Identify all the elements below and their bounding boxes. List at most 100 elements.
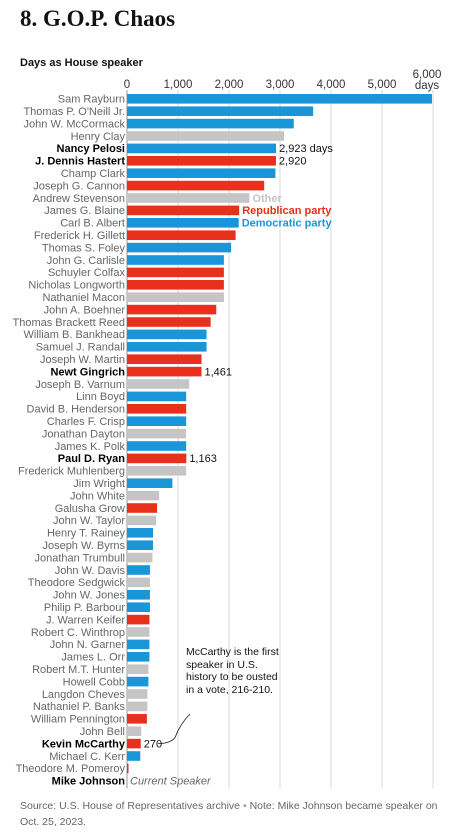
bar bbox=[127, 131, 285, 141]
speaker-label: Michael C. Kerr bbox=[49, 751, 125, 763]
speaker-label: Thomas P. O'Neill Jr. bbox=[23, 106, 125, 118]
bar bbox=[127, 763, 129, 774]
x-tick-label: 5,000 bbox=[368, 79, 397, 91]
speaker-label: Frederick H. Gillett bbox=[34, 230, 125, 242]
speaker-label: Philip P. Barbour bbox=[44, 602, 125, 614]
speaker-label: Thomas S. Foley bbox=[42, 242, 126, 254]
speaker-label: James K. Polk bbox=[55, 441, 126, 453]
bar bbox=[127, 143, 277, 154]
bar bbox=[127, 354, 202, 364]
value-label: Current Speaker bbox=[130, 776, 212, 788]
speaker-label: Mike Johnson bbox=[52, 776, 126, 788]
speaker-label: James L. Orr bbox=[61, 652, 125, 664]
x-unit-label: days bbox=[415, 80, 440, 92]
bar bbox=[127, 317, 211, 327]
bar bbox=[127, 466, 187, 476]
source-note: Source: U.S. House of Representatives ar… bbox=[20, 798, 450, 830]
bar bbox=[127, 528, 154, 538]
bar bbox=[127, 379, 190, 389]
bar bbox=[127, 428, 187, 439]
bar bbox=[127, 304, 217, 315]
speaker-label: Frederick Muhlenberg bbox=[18, 466, 125, 478]
bar bbox=[127, 292, 224, 302]
speaker-label: Nancy Pelosi bbox=[57, 143, 125, 155]
bar bbox=[127, 366, 202, 377]
speaker-label: Jonathan Trumbull bbox=[35, 552, 126, 564]
speaker-label: Andrew Stevenson bbox=[33, 193, 125, 205]
speaker-label: Theodore M. Pomeroy bbox=[16, 763, 126, 775]
speaker-label: Henry T. Rainey bbox=[47, 528, 126, 540]
separator-dot: • bbox=[242, 800, 247, 812]
speaker-label: Galusha Grow bbox=[55, 503, 125, 515]
legend-label: Democratic party bbox=[242, 218, 333, 230]
bar bbox=[127, 168, 276, 178]
speaker-label: John W. McCormack bbox=[24, 118, 126, 130]
speaker-label: Joseph G. Cannon bbox=[33, 180, 125, 192]
speaker-label: J. Warren Keifer bbox=[46, 614, 125, 626]
bar bbox=[127, 218, 239, 228]
speaker-label: John Bell bbox=[80, 726, 125, 738]
speaker-label: Paul D. Ryan bbox=[58, 453, 126, 465]
note-text: Note: Mike Johnson became speaker on Oct… bbox=[20, 800, 438, 828]
bar bbox=[127, 602, 150, 612]
speaker-label: Newt Gingrich bbox=[50, 366, 125, 378]
bar bbox=[127, 453, 187, 464]
bar bbox=[127, 255, 224, 265]
bar bbox=[127, 267, 224, 278]
speaker-label: Linn Boyd bbox=[76, 391, 125, 403]
speaker-label: Howell Cobb bbox=[63, 676, 125, 688]
speaker-label: Joseph W. Martin bbox=[40, 354, 125, 366]
bar bbox=[127, 205, 240, 216]
bar bbox=[127, 242, 232, 253]
speaker-label: Nathaniel Macon bbox=[42, 292, 125, 304]
speaker-label: Carl B. Albert bbox=[60, 218, 125, 230]
x-tick-label: 1,000 bbox=[164, 79, 193, 91]
speaker-label: John W. Davis bbox=[55, 565, 126, 577]
speaker-label: Thomas Brackett Reed bbox=[13, 317, 126, 329]
bar bbox=[127, 503, 158, 513]
bar bbox=[127, 689, 148, 699]
source-text: Source: U.S. House of Representatives ar… bbox=[20, 800, 241, 812]
bar bbox=[127, 478, 173, 488]
speaker-label: Nathaniel P. Banks bbox=[33, 701, 126, 713]
speaker-label: Joseph B. Varnum bbox=[35, 379, 125, 391]
legend-label: Republican party bbox=[242, 205, 332, 217]
bar bbox=[127, 230, 236, 240]
x-tick-label: 0 bbox=[124, 79, 130, 91]
bar bbox=[127, 416, 187, 426]
bar bbox=[127, 94, 432, 104]
speaker-label: John N. Garner bbox=[50, 639, 126, 651]
chart-title: 8. G.O.P. Chaos bbox=[20, 6, 176, 31]
bar bbox=[127, 329, 207, 340]
bar bbox=[127, 193, 250, 203]
speaker-label: William Pennington bbox=[31, 714, 125, 726]
annotation-connector bbox=[157, 713, 191, 744]
x-tick-label: 4,000 bbox=[317, 79, 346, 91]
speaker-label: Charles F. Crisp bbox=[47, 416, 125, 428]
speaker-label: Langdon Cheves bbox=[42, 689, 126, 701]
speaker-label: Samuel J. Randall bbox=[36, 342, 125, 354]
mccarthy-annotation: McCarthy is the first speaker in U.S. hi… bbox=[186, 646, 279, 696]
bar bbox=[127, 627, 150, 637]
speaker-label: John G. Carlisle bbox=[47, 255, 125, 267]
bar bbox=[127, 738, 141, 749]
legend-label: Other bbox=[252, 193, 282, 205]
speaker-label: Champ Clark bbox=[61, 168, 126, 180]
bar bbox=[127, 614, 150, 625]
bar bbox=[127, 515, 157, 526]
bar bbox=[127, 676, 149, 687]
speaker-label: James G. Blaine bbox=[44, 205, 125, 217]
speaker-label: David B. Henderson bbox=[27, 404, 125, 416]
speaker-label: John W. Taylor bbox=[53, 515, 125, 527]
value-label: 2,920 bbox=[279, 156, 307, 168]
x-tick-label: 6,000 bbox=[413, 69, 442, 81]
bar bbox=[127, 565, 150, 575]
bar bbox=[127, 180, 265, 191]
speaker-label: John White bbox=[70, 490, 125, 502]
bar bbox=[127, 726, 142, 736]
bar bbox=[127, 391, 187, 402]
bar bbox=[127, 590, 150, 600]
chart-subtitle: Days as House speaker bbox=[20, 57, 143, 69]
bar bbox=[127, 118, 294, 129]
